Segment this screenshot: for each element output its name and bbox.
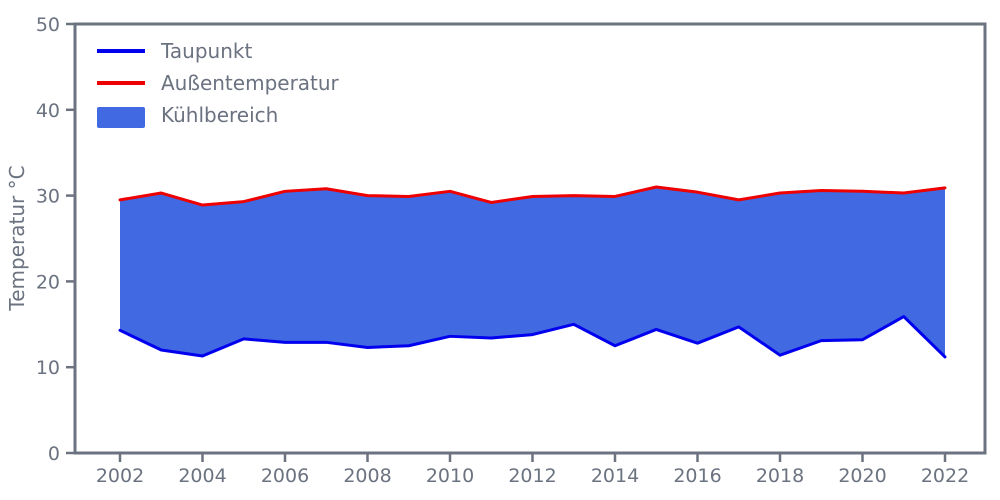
outside-temperature-line [118, 185, 947, 207]
x-tick-label: 2020 [838, 465, 886, 487]
y-tick-label: 10 [36, 357, 60, 379]
legend: Taupunkt Außentemperatur Kühlbereich [97, 39, 340, 128]
plot-frame [73, 22, 987, 455]
x-tick-label: 2010 [426, 465, 474, 487]
legend-label-aussentemperatur: Außentemperatur [161, 71, 340, 95]
dew-point-line [118, 315, 947, 359]
x-tick-label: 2006 [261, 465, 309, 487]
y-tick-label: 30 [36, 186, 60, 208]
y-axis-ticks: 0 10 20 30 40 50 [36, 14, 75, 465]
x-axis-ticks: 2002 2004 2006 2008 2010 2012 2014 2016 2018 2020… [96, 453, 969, 487]
y-tick-label: 20 [36, 271, 60, 293]
cooling-range-patch-swatch-icon [97, 107, 145, 128]
y-tick-label: 50 [36, 14, 60, 36]
x-tick-label: 2002 [96, 465, 144, 487]
y-tick-label: 40 [36, 100, 60, 122]
y-axis-label: Temperatur °C [5, 165, 29, 311]
x-tick-label: 2016 [673, 465, 721, 487]
cooling-range-area [120, 187, 945, 357]
x-tick-label: 2004 [178, 465, 226, 487]
x-tick-label: 2018 [756, 465, 804, 487]
x-tick-label: 2008 [343, 465, 391, 487]
y-tick-label: 0 [48, 443, 60, 465]
x-tick-label: 2014 [591, 465, 639, 487]
x-tick-label: 2022 [921, 465, 969, 487]
x-tick-label: 2012 [508, 465, 556, 487]
legend-label-kuehlbereich: Kühlbereich [161, 103, 278, 127]
legend-label-taupunkt: Taupunkt [160, 39, 252, 63]
